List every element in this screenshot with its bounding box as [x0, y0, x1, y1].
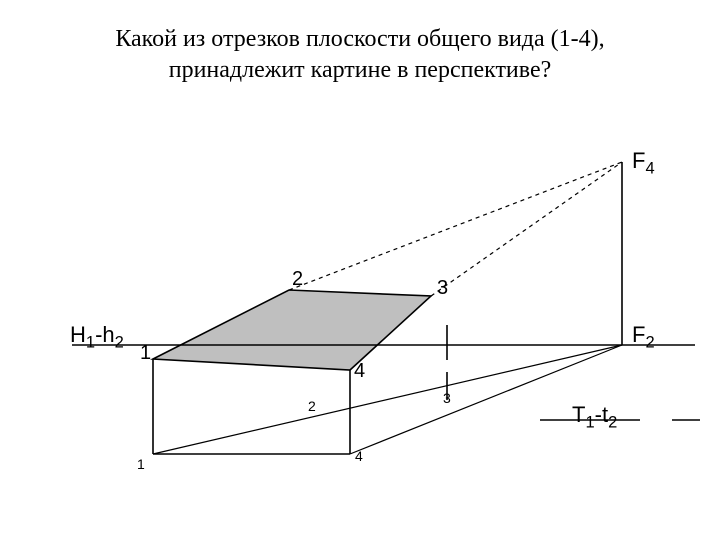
label-bot-3: 3: [443, 390, 451, 406]
label-F2: F2: [632, 322, 655, 352]
label-F4: F4: [632, 148, 655, 178]
label-bot-4: 4: [355, 448, 363, 464]
label-top-1: 1: [140, 342, 151, 365]
label-top-4: 4: [354, 360, 365, 383]
label-bot-2: 2: [308, 398, 316, 414]
label-top-2: 2: [292, 268, 303, 291]
label-H: H1-h2: [70, 322, 124, 352]
label-T: T1-t2: [572, 402, 617, 432]
label-top-3: 3: [437, 277, 448, 300]
label-bot-1: 1: [137, 456, 145, 472]
